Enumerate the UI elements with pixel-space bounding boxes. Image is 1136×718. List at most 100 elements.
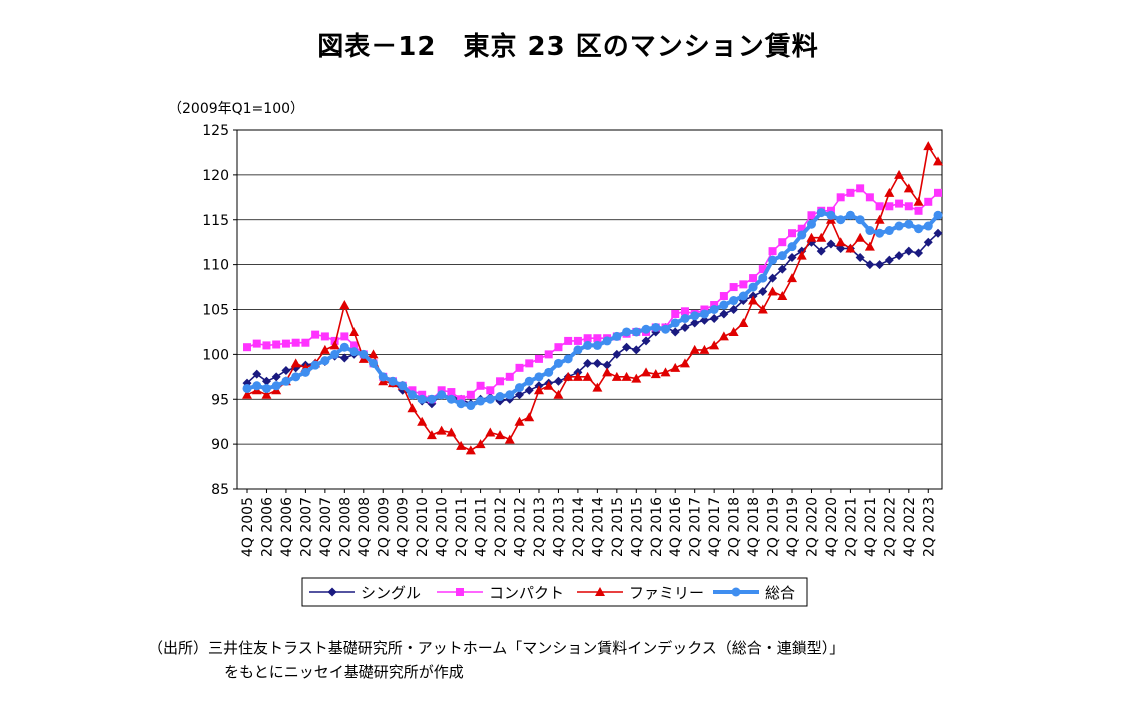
data-point-compact <box>350 341 359 350</box>
data-point-compact <box>447 388 456 397</box>
x-tick-label: 4Q 2012 <box>513 497 529 557</box>
y-tick-label: 90 <box>211 437 229 453</box>
data-point-compact <box>272 340 281 349</box>
data-point-total <box>631 327 641 337</box>
x-tick-label: 4Q 2008 <box>357 497 373 557</box>
x-tick-label: 4Q 2018 <box>746 497 762 557</box>
data-point-single <box>777 264 787 274</box>
data-point-compact <box>729 283 738 292</box>
x-tick-label: 2Q 2023 <box>921 497 937 557</box>
data-point-family <box>738 317 749 327</box>
x-tick-label: 4Q 2017 <box>707 497 723 557</box>
y-tick-label: 95 <box>211 392 229 408</box>
data-point-total <box>738 291 748 301</box>
x-tick-label: 4Q 2021 <box>863 497 879 557</box>
data-point-total <box>320 356 330 366</box>
x-tick-label: 2Q 2007 <box>298 497 314 557</box>
data-point-family <box>660 367 671 377</box>
data-point-single <box>515 390 525 400</box>
data-point-total <box>904 219 914 229</box>
data-point-compact <box>311 330 320 339</box>
x-axis-ticks: 4Q 2005 2Q 2006 4Q 2006 2Q 2007 4Q 2007 2Q 20… <box>240 489 937 557</box>
data-point-single <box>768 273 778 283</box>
data-point-total <box>719 300 729 310</box>
data-point-compact <box>593 334 602 343</box>
data-point-single <box>816 246 826 256</box>
data-point-total <box>894 221 904 231</box>
data-point-family <box>582 371 593 381</box>
source-line-1: （出所）三井住友トラスト基礎研究所・アットホーム「マンション賃料インデックス（総… <box>148 639 845 657</box>
data-point-family <box>592 382 603 392</box>
x-tick-label: 2Q 2020 <box>804 497 820 557</box>
data-point-family <box>514 416 525 426</box>
data-point-total <box>300 367 310 377</box>
x-tick-label: 2Q 2015 <box>610 497 626 557</box>
data-point-total <box>651 322 661 332</box>
data-point-single <box>670 327 680 337</box>
legend-marker-total <box>731 587 741 597</box>
data-point-total <box>261 383 271 393</box>
x-tick-label: 4Q 2014 <box>590 497 606 557</box>
data-point-total <box>602 336 612 346</box>
data-point-single <box>914 248 924 258</box>
series-family <box>242 141 943 455</box>
data-point-family <box>524 412 535 422</box>
data-point-compact <box>486 386 495 395</box>
data-point-compact <box>320 332 329 341</box>
x-tick-label: 4Q 2007 <box>318 497 334 557</box>
data-point-total <box>369 358 379 368</box>
data-point-total <box>622 327 632 337</box>
data-point-single <box>923 237 933 247</box>
data-point-total <box>777 251 787 261</box>
data-point-total <box>271 381 281 391</box>
data-point-family <box>572 371 583 381</box>
data-point-compact <box>515 363 524 372</box>
data-point-total <box>758 273 768 283</box>
data-point-family <box>465 445 476 455</box>
data-point-family <box>319 344 330 354</box>
data-point-family <box>553 389 564 399</box>
data-point-total <box>845 210 855 220</box>
legend-marker-family <box>595 587 605 596</box>
data-point-family <box>670 362 681 372</box>
data-point-compact <box>281 339 290 348</box>
data-point-single <box>875 260 885 270</box>
data-point-total <box>709 305 719 314</box>
data-point-total <box>563 354 573 364</box>
x-tick-label: 4Q 2022 <box>902 497 918 557</box>
data-point-family <box>718 331 729 341</box>
data-point-compact <box>895 199 904 208</box>
data-point-compact <box>934 188 942 197</box>
data-point-compact <box>525 359 534 368</box>
data-point-total <box>670 318 680 328</box>
data-point-family <box>933 156 943 166</box>
data-point-single <box>271 372 281 382</box>
data-point-family <box>543 380 554 390</box>
x-tick-label: 4Q 2016 <box>668 497 684 557</box>
data-point-compact <box>739 280 748 289</box>
data-point-compact <box>856 184 865 193</box>
data-point-total <box>806 219 816 229</box>
data-point-total <box>729 296 739 306</box>
data-point-family <box>835 237 846 247</box>
x-tick-label: 4Q 2005 <box>240 497 256 557</box>
data-point-single <box>894 251 904 261</box>
data-point-total <box>592 340 602 350</box>
data-point-single <box>719 309 729 319</box>
data-point-total <box>242 383 252 393</box>
x-tick-label: 4Q 2006 <box>279 497 295 557</box>
source-line-2: をもとにニッセイ基礎研究所が作成 <box>224 663 464 681</box>
legend-marker-compact <box>456 588 464 596</box>
x-tick-label: 2Q 2014 <box>571 497 587 557</box>
data-point-compact <box>768 247 777 256</box>
data-point-single <box>884 255 894 265</box>
data-point-total <box>446 394 456 404</box>
data-point-family <box>436 425 447 435</box>
data-point-family <box>855 232 866 242</box>
data-point-family <box>495 430 506 440</box>
x-tick-label: 2Q 2013 <box>532 497 548 557</box>
data-point-total <box>612 331 622 341</box>
data-point-compact <box>564 336 573 345</box>
data-point-single <box>612 349 622 359</box>
